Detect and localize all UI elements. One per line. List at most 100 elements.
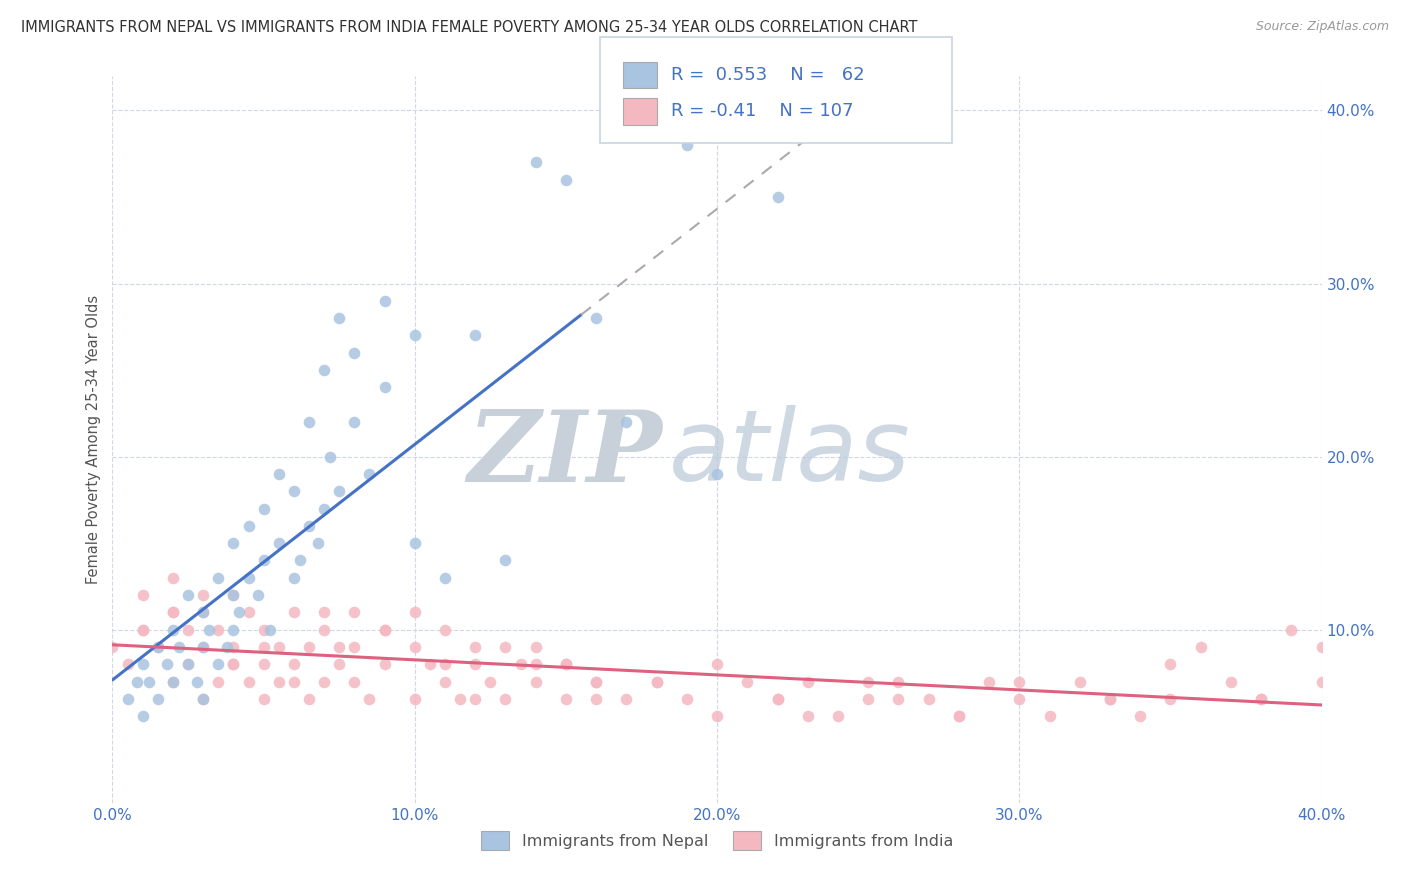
Point bbox=[246, 588, 269, 602]
Point bbox=[1008, 692, 1031, 706]
Point bbox=[359, 467, 381, 481]
Point bbox=[298, 415, 321, 429]
Point bbox=[675, 692, 697, 706]
Point bbox=[217, 640, 239, 654]
Point bbox=[585, 311, 607, 326]
Point bbox=[433, 571, 456, 585]
Point bbox=[314, 623, 336, 637]
Point bbox=[675, 138, 697, 153]
Point bbox=[177, 588, 200, 602]
Point bbox=[162, 623, 184, 637]
Point bbox=[132, 623, 155, 637]
Point bbox=[177, 623, 200, 637]
Point bbox=[1310, 640, 1333, 654]
Point bbox=[283, 484, 305, 499]
Point bbox=[198, 623, 221, 637]
Point bbox=[433, 657, 456, 672]
Point bbox=[191, 606, 214, 620]
Point bbox=[464, 328, 486, 343]
Point bbox=[222, 623, 245, 637]
Point bbox=[554, 657, 576, 672]
Point bbox=[374, 623, 396, 637]
Point bbox=[328, 657, 350, 672]
Point bbox=[1250, 692, 1272, 706]
Point bbox=[495, 640, 517, 654]
Legend: Immigrants from Nepal, Immigrants from India: Immigrants from Nepal, Immigrants from I… bbox=[474, 824, 960, 856]
Point bbox=[132, 588, 155, 602]
Point bbox=[706, 657, 728, 672]
Point bbox=[253, 501, 276, 516]
Y-axis label: Female Poverty Among 25-34 Year Olds: Female Poverty Among 25-34 Year Olds bbox=[86, 294, 101, 584]
Point bbox=[616, 692, 638, 706]
Point bbox=[509, 657, 531, 672]
Point bbox=[856, 674, 880, 689]
Point bbox=[238, 519, 260, 533]
Point bbox=[132, 657, 155, 672]
Text: atlas: atlas bbox=[669, 405, 910, 502]
Point bbox=[1220, 674, 1243, 689]
Point bbox=[259, 623, 281, 637]
Point bbox=[554, 657, 576, 672]
Point bbox=[419, 657, 441, 672]
Point bbox=[766, 190, 789, 204]
Point bbox=[298, 519, 321, 533]
Point bbox=[222, 657, 245, 672]
Point bbox=[343, 606, 366, 620]
Point bbox=[887, 674, 910, 689]
Point bbox=[146, 640, 169, 654]
Point bbox=[328, 311, 350, 326]
Point bbox=[228, 606, 250, 620]
Point bbox=[328, 640, 350, 654]
Point bbox=[796, 674, 818, 689]
Point bbox=[645, 674, 668, 689]
Point bbox=[238, 606, 260, 620]
Point bbox=[524, 674, 547, 689]
Point bbox=[319, 450, 342, 464]
Point bbox=[191, 606, 214, 620]
Point bbox=[186, 674, 208, 689]
Point bbox=[288, 553, 311, 567]
Point bbox=[162, 674, 184, 689]
Point bbox=[585, 674, 607, 689]
Point bbox=[343, 674, 366, 689]
Point bbox=[283, 606, 305, 620]
Point bbox=[177, 657, 200, 672]
Point bbox=[404, 328, 426, 343]
Point bbox=[191, 692, 214, 706]
Point bbox=[222, 640, 245, 654]
Point bbox=[191, 640, 214, 654]
Point bbox=[585, 674, 607, 689]
Point bbox=[207, 623, 229, 637]
Point bbox=[827, 709, 849, 723]
Point bbox=[101, 640, 124, 654]
Point bbox=[1008, 674, 1031, 689]
Point bbox=[267, 536, 290, 550]
Point bbox=[479, 674, 502, 689]
Point bbox=[138, 674, 160, 689]
Point bbox=[796, 709, 818, 723]
Point bbox=[283, 571, 305, 585]
Point bbox=[585, 692, 607, 706]
Point bbox=[645, 674, 668, 689]
Point bbox=[298, 640, 321, 654]
Point bbox=[1310, 674, 1333, 689]
Point bbox=[222, 536, 245, 550]
Text: R =  0.553    N =   62: R = 0.553 N = 62 bbox=[671, 66, 865, 84]
Point bbox=[1098, 692, 1121, 706]
Point bbox=[167, 640, 190, 654]
Point bbox=[706, 709, 728, 723]
Point bbox=[253, 657, 276, 672]
Point bbox=[1250, 692, 1272, 706]
Text: IMMIGRANTS FROM NEPAL VS IMMIGRANTS FROM INDIA FEMALE POVERTY AMONG 25-34 YEAR O: IMMIGRANTS FROM NEPAL VS IMMIGRANTS FROM… bbox=[21, 20, 918, 35]
Point bbox=[162, 606, 184, 620]
Point bbox=[177, 657, 200, 672]
Point bbox=[495, 692, 517, 706]
Point bbox=[404, 692, 426, 706]
Point bbox=[156, 657, 179, 672]
Point bbox=[207, 571, 229, 585]
Text: ZIP: ZIP bbox=[468, 406, 662, 502]
Point bbox=[524, 155, 547, 169]
Point bbox=[222, 657, 245, 672]
Point bbox=[343, 415, 366, 429]
Point bbox=[524, 640, 547, 654]
